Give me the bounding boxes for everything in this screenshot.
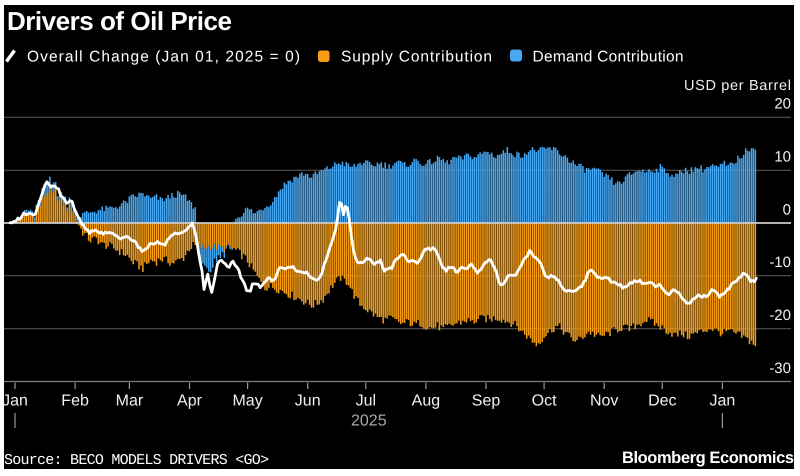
svg-text:2025: 2025 — [351, 413, 387, 430]
svg-text:Jan: Jan — [710, 393, 736, 410]
svg-text:20: 20 — [774, 96, 791, 113]
svg-text:Drivers of Oil Price: Drivers of Oil Price — [7, 6, 232, 36]
svg-text:Nov: Nov — [590, 393, 618, 410]
svg-text:Demand Contribution: Demand Contribution — [533, 49, 684, 66]
svg-text:Overall Change (Jan 01, 2025 =: Overall Change (Jan 01, 2025 = 0) — [27, 49, 300, 66]
svg-text:Mar: Mar — [116, 393, 144, 410]
svg-text:Source: BECO MODELS DRIVERS <G: Source: BECO MODELS DRIVERS <GO> — [4, 452, 269, 469]
svg-text:May: May — [232, 393, 262, 410]
svg-text:0: 0 — [783, 201, 791, 218]
svg-text:Dec: Dec — [648, 393, 676, 410]
svg-text:USD per Barrel: USD per Barrel — [684, 78, 791, 94]
svg-text:10: 10 — [774, 149, 791, 166]
svg-text:Bloomberg Economics: Bloomberg Economics — [622, 449, 794, 467]
svg-text:Oct: Oct — [532, 393, 557, 410]
svg-text:Supply Contribution: Supply Contribution — [341, 49, 492, 66]
svg-text:Jan: Jan — [2, 393, 28, 410]
svg-text:Sep: Sep — [472, 393, 501, 410]
svg-text:-20: -20 — [769, 307, 791, 324]
svg-text:Apr: Apr — [177, 393, 203, 410]
svg-text:Aug: Aug — [412, 393, 440, 410]
svg-text:-30: -30 — [769, 360, 791, 377]
svg-text:-10: -10 — [769, 254, 791, 271]
svg-text:Jul: Jul — [356, 393, 376, 410]
svg-text:Jun: Jun — [295, 393, 321, 410]
svg-text:Feb: Feb — [61, 393, 89, 410]
